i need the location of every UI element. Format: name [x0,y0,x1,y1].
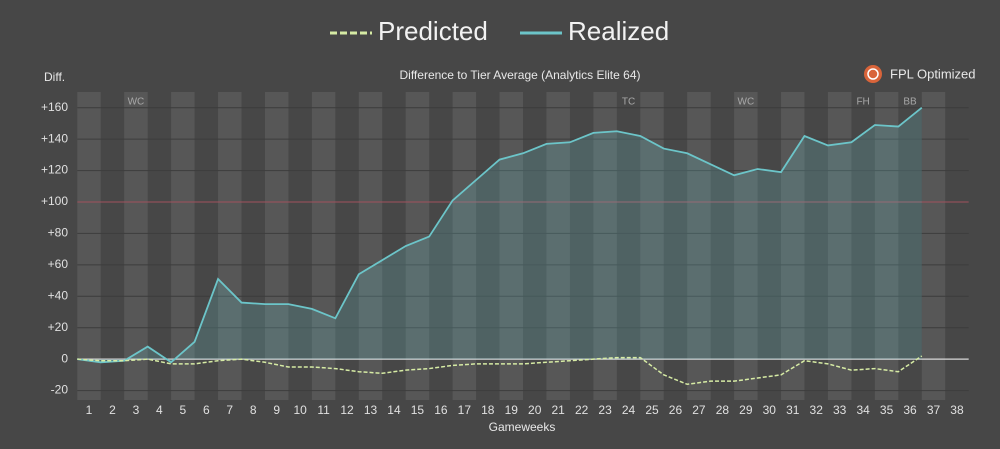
column-band [781,92,805,400]
y-tick-label: +20 [48,320,69,334]
x-tick-label: 2 [109,403,116,417]
column-band [874,92,899,400]
x-tick-label: 26 [669,403,683,417]
x-tick-label: 12 [340,403,354,417]
y-tick-label: +120 [41,163,68,177]
x-tick-label: 1 [86,403,93,417]
x-tick-label: 20 [528,403,542,417]
x-tick-label: 11 [317,403,330,417]
x-tick-label: 30 [763,403,777,417]
x-tick-label: 33 [833,403,847,417]
x-tick-label: 3 [133,403,140,417]
x-tick-label: 13 [364,403,378,417]
brand: FPL Optimized [890,66,976,81]
column-band [218,92,242,400]
line [77,355,923,386]
column-band [452,92,477,400]
x-tick-label: 31 [786,403,800,417]
column-band [171,92,195,400]
chip-label: FH [856,97,869,108]
line [77,107,923,364]
x-tick-label: 38 [950,403,964,417]
column-band [311,92,336,400]
x-tick-label: 6 [203,403,210,417]
brand-icon-ring [867,68,879,80]
column-band [499,92,523,400]
y-tick-label: +80 [48,226,69,240]
x-tick-label: 24 [622,403,636,417]
area [77,107,922,363]
x-tick-label: 36 [903,403,917,417]
x-tick-label: 18 [481,403,495,417]
x-axis-label: Gameweeks [489,420,556,434]
y-axis-label: Diff. [44,70,65,84]
y-tick-label: +60 [48,257,69,271]
x-tick-label: 7 [226,403,233,417]
x-tick-label: 34 [856,403,870,417]
brand-icon [864,65,882,83]
x-tick-label: 29 [739,403,753,417]
x-tick-label: 15 [411,403,425,417]
x-tick-label: 32 [810,403,824,417]
chip-label: BB [903,97,917,108]
y-tick-label: +140 [41,131,68,145]
legend-label: Predicted [378,16,488,46]
column-band [124,92,148,400]
x-tick-label: 21 [552,403,566,417]
column-band [405,92,430,400]
column-band [921,92,946,400]
column-band [640,92,664,400]
y-tick-label: -20 [51,383,69,397]
chip-label: WC [738,97,755,108]
x-tick-label: 19 [505,403,519,417]
column-band [827,92,852,400]
x-tick-label: 5 [180,403,187,417]
y-tick-label: +100 [41,194,68,208]
column-band [358,92,383,400]
column-band [734,92,758,400]
x-tick-label: 27 [692,403,706,417]
x-tick-label: 8 [250,403,257,417]
column-band [77,92,101,400]
x-tick-label: 35 [880,403,894,417]
x-tick-label: 16 [434,403,448,417]
y-tick-label: +160 [41,100,68,114]
column-band [546,92,570,400]
y-tick-label: 0 [61,351,68,365]
x-tick-label: 37 [927,403,941,417]
x-tick-label: 14 [387,403,401,417]
column-band [593,92,617,400]
chip-label: TC [622,97,635,108]
x-tick-label: 10 [293,403,307,417]
y-tick-label: +40 [48,288,69,302]
legend-label: Realized [568,16,669,46]
column-band [687,92,711,400]
x-tick-label: 9 [273,403,280,417]
x-tick-label: 17 [458,403,472,417]
x-tick-label: 23 [598,403,612,417]
column-band [264,92,289,400]
x-tick-label: 25 [645,403,659,417]
x-tick-label: 4 [156,403,163,417]
chart-title: Difference to Tier Average (Analytics El… [399,68,640,82]
x-tick-label: 28 [716,403,730,417]
chip-label: WC [128,97,145,108]
x-tick-label: 22 [575,403,589,417]
